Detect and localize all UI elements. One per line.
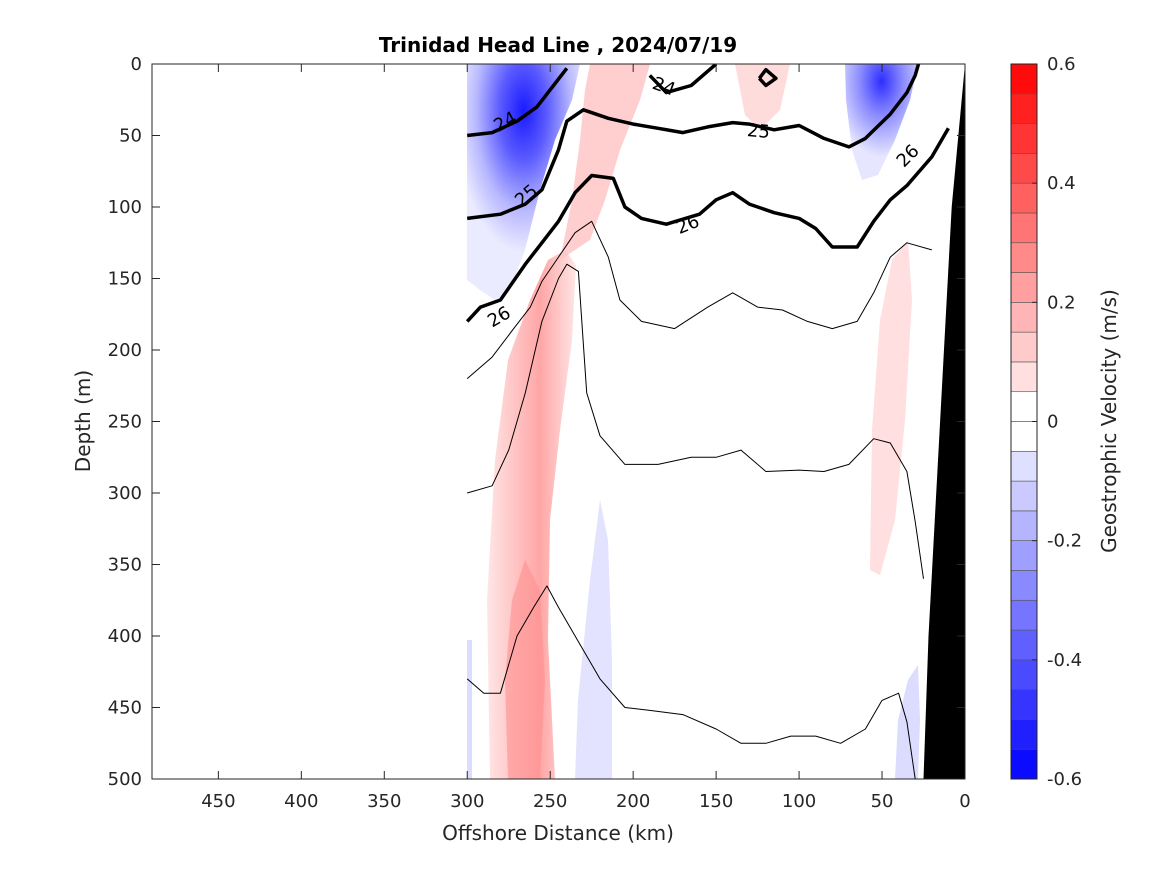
colorbar-swatch — [1010, 480, 1038, 512]
x-tick-label: 200 — [616, 791, 650, 812]
colorbar-swatch — [1010, 361, 1038, 393]
colorbar-swatch — [1010, 331, 1038, 363]
velocity-region-negative-bottom — [895, 665, 920, 779]
isopycnal-25 — [757, 67, 778, 88]
contour-label: 25 — [746, 120, 771, 143]
colorbar-swatch — [1010, 242, 1038, 273]
colorbar: 0.6 0.4 0.2 0 -0.2 -0.4 -0.6 — [1010, 54, 1082, 790]
isopycnal-26.3 — [466, 220, 932, 379]
isopycnal-24 — [466, 67, 569, 138]
colorbar-tick-label: 0.2 — [1047, 292, 1076, 313]
colorbar-swatch — [1010, 510, 1038, 541]
y-tick-label: 300 — [108, 483, 142, 504]
x-tick-label: 250 — [533, 791, 567, 812]
x-axis: 450 400 350 300 250 200 150 100 50 0 — [201, 64, 971, 812]
colorbar-swatch — [1010, 599, 1038, 631]
x-tick-label: 0 — [959, 791, 970, 812]
isopycnal-26 — [465, 127, 950, 323]
colorbar-swatch — [1010, 719, 1038, 750]
colorbar-swatch — [1010, 421, 1038, 452]
colorbar-tick-label: -0.6 — [1047, 769, 1082, 790]
isopycnal-26.7 — [466, 585, 916, 779]
colorbar-swatch — [1010, 748, 1038, 780]
colorbar-swatch — [1010, 212, 1038, 244]
x-tick-label: 50 — [871, 791, 894, 812]
x-tick-label: 400 — [284, 791, 318, 812]
y-tick-label: 500 — [108, 769, 142, 790]
velocity-region-positive-surface — [735, 64, 790, 130]
y-tick-label: 200 — [108, 340, 142, 361]
colorbar-swatch — [1010, 391, 1038, 422]
x-tick-label: 450 — [201, 791, 235, 812]
y-tick-label: 350 — [108, 555, 142, 576]
x-tick-label: 300 — [450, 791, 484, 812]
x-tick-label: 350 — [367, 791, 401, 812]
colorbar-tick-label: -0.2 — [1047, 531, 1082, 552]
colorbar-swatch — [1010, 63, 1038, 95]
colorbar-tick-label: 0.6 — [1047, 54, 1076, 75]
bathymetry — [923, 64, 965, 779]
y-axis-label: Depth (m) — [71, 370, 95, 472]
chart-title: Trinidad Head Line , 2024/07/19 — [379, 33, 737, 57]
colorbar-swatch — [1010, 302, 1038, 333]
x-tick-label: 150 — [699, 791, 733, 812]
y-tick-label: 100 — [108, 197, 142, 218]
y-tick-label: 400 — [108, 626, 142, 647]
colorbar-swatch — [1010, 123, 1038, 154]
colorbar-swatch — [1010, 659, 1038, 690]
velocity-region-negative-west-edge — [467, 640, 472, 779]
velocity-region-positive-upper — [560, 64, 650, 260]
velocity-field — [467, 64, 920, 779]
y-tick-label: 250 — [108, 412, 142, 433]
isopycnal-26.5 — [467, 263, 924, 579]
isopycnal-contours — [465, 64, 950, 779]
colorbar-swatch — [1010, 689, 1038, 720]
colorbar-swatch — [1010, 182, 1038, 214]
colorbar-swatch — [1010, 93, 1038, 124]
velocity-region-positive-nearshore — [870, 240, 912, 575]
colorbar-swatch — [1010, 629, 1038, 661]
colorbar-label: Geostrophic Velocity (m/s) — [1097, 289, 1121, 553]
colorbar-swatch — [1010, 153, 1038, 184]
x-tick-label: 100 — [782, 791, 816, 812]
colorbar-swatch — [1010, 540, 1038, 571]
colorbar-swatch — [1010, 272, 1038, 303]
y-axis: 0 50 100 150 200 250 300 350 400 450 500 — [108, 54, 965, 790]
isopycnal-24 — [648, 64, 718, 95]
isopycnal-25 — [466, 64, 921, 221]
y-tick-label: 450 — [108, 698, 142, 719]
velocity-region-negative-offshore — [467, 64, 580, 300]
x-axis-label: Offshore Distance (km) — [442, 821, 674, 845]
y-tick-label: 50 — [119, 126, 142, 147]
colorbar-tick-label: 0.4 — [1047, 173, 1076, 194]
colorbar-swatch — [1010, 570, 1038, 601]
y-tick-label: 0 — [131, 54, 142, 75]
colorbar-tick-label: -0.4 — [1047, 650, 1082, 671]
colorbar-tick-label: 0 — [1047, 412, 1058, 433]
y-tick-label: 150 — [108, 269, 142, 290]
velocity-region-negative-deep — [575, 500, 612, 779]
colorbar-swatch — [1010, 450, 1038, 482]
velocity-region-positive-core — [505, 560, 545, 779]
